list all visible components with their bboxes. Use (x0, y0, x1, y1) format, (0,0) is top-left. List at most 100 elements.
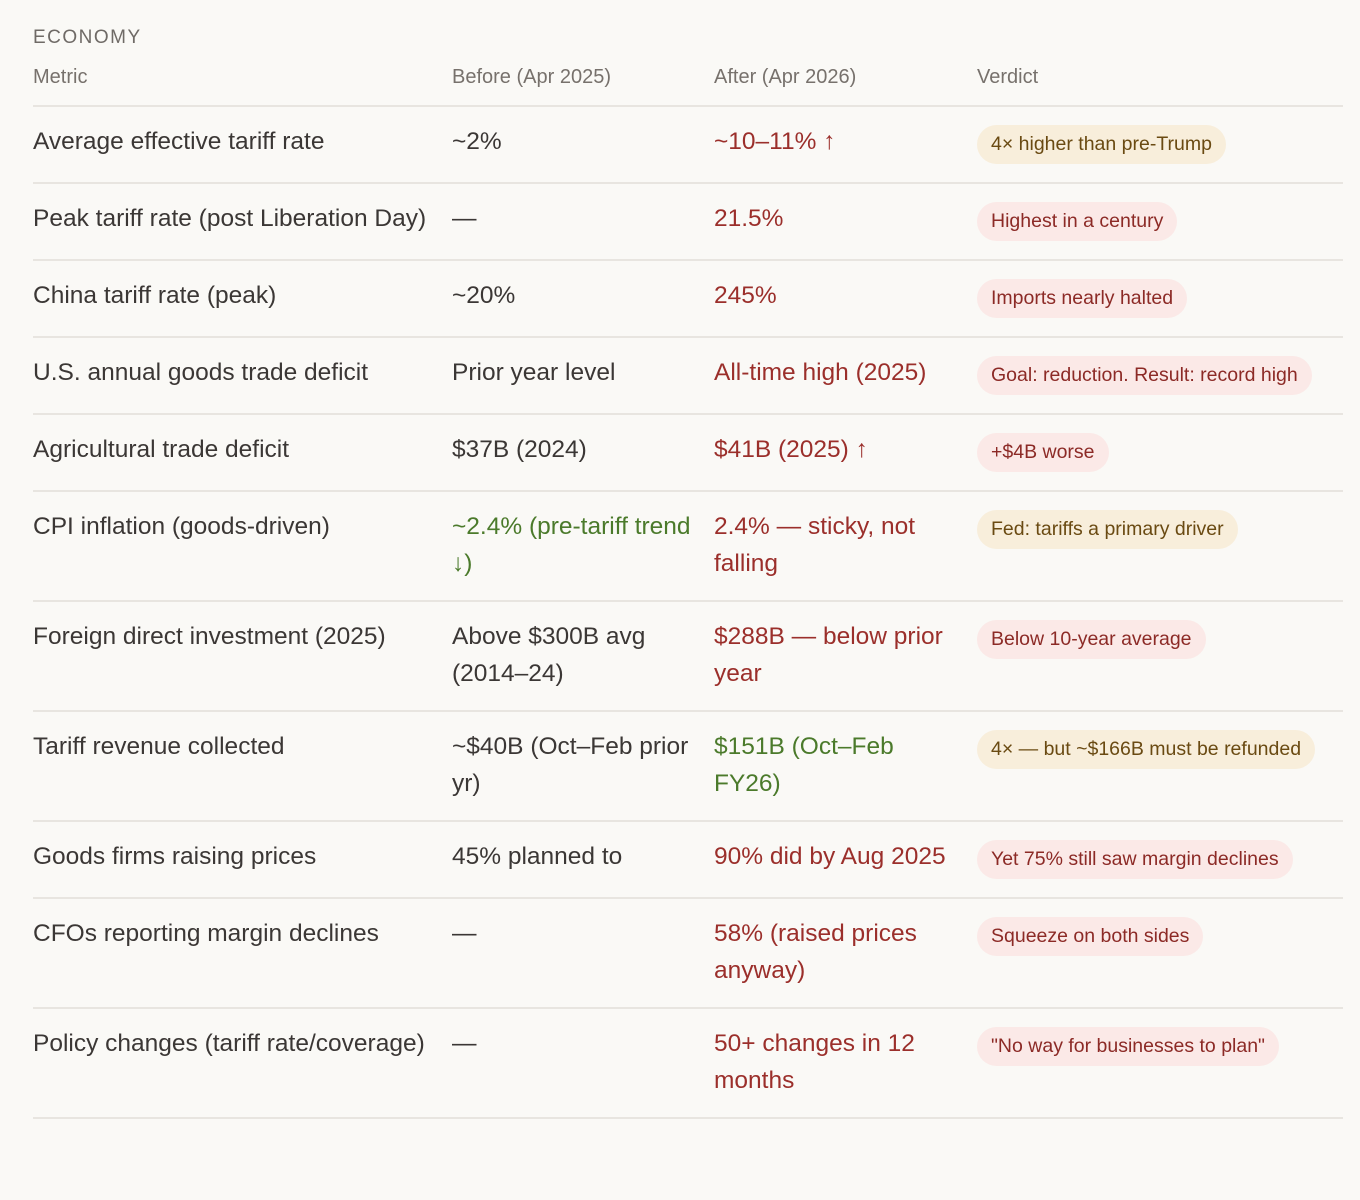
after-value: 50+ changes in 12 months (714, 1030, 915, 1094)
metric: Average effective tariff rate (33, 128, 325, 155)
table-row: CFOs reporting margin declines — 58% (rais… (33, 898, 1343, 1009)
metric-cell: Foreign direct investment (2025) (33, 601, 452, 712)
after-value: 90% did by Aug 2025 (714, 843, 946, 870)
column-header-after: After (Apr 2026) (714, 58, 977, 107)
after-value: All-time high (2025) (714, 359, 927, 386)
table-row: Average effective tariff rate ~2% ~10–11% … (33, 106, 1343, 184)
before-value-cell: ~2.4% (pre-tariff trend ↓) (452, 491, 714, 602)
table-header-row: Metric Before (Apr 2025) After (Apr 2026… (33, 58, 1343, 107)
metric: Peak tariff rate (post Liberation Day) (33, 205, 427, 232)
before-value-cell: — (452, 1008, 714, 1119)
before-value: Above $300B avg (2014–24) (452, 623, 646, 687)
before-value: 45% planned to (452, 843, 623, 870)
verdict-badge-cell: Squeeze on both sides (977, 898, 1343, 1009)
before-value-cell: $37B (2024) (452, 414, 714, 492)
verdict-badge: "No way for businesses to plan" (977, 1027, 1279, 1066)
verdict-badge: Highest in a century (977, 202, 1178, 241)
verdict-badge: 4× — but ~$166B must be refunded (977, 730, 1316, 769)
metric-cell: Agricultural trade deficit (33, 414, 452, 492)
before-value-cell: Above $300B avg (2014–24) (452, 601, 714, 712)
before-value: ~20% (452, 282, 516, 309)
before-value: — (452, 205, 477, 232)
table-row: Goods firms raising prices 45% planned to… (33, 821, 1343, 899)
metric-cell: Peak tariff rate (post Liberation Day) (33, 183, 452, 261)
metric-cell: China tariff rate (peak) (33, 260, 452, 338)
verdict-badge-cell: Goal: reduction. Result: record high (977, 337, 1343, 415)
before-value: — (452, 920, 477, 947)
verdict-badge: Yet 75% still saw margin declines (977, 840, 1293, 879)
metric-cell: Tariff revenue collected (33, 711, 452, 822)
before-value: Prior year level (452, 359, 616, 386)
after-value-cell: 245% (714, 260, 977, 338)
column-header-metric: Metric (33, 58, 452, 107)
after-value: $41B (2025) ↑ (714, 436, 868, 463)
metric: Goods firms raising prices (33, 843, 317, 870)
before-value-cell: ~$40B (Oct–Feb prior yr) (452, 711, 714, 822)
after-value-cell: 58% (raised prices anyway) (714, 898, 977, 1009)
verdict-badge-cell: +$4B worse (977, 414, 1343, 492)
before-value-cell: Prior year level (452, 337, 714, 415)
table-row: CPI inflation (goods-driven) ~2.4% (pre-t… (33, 491, 1343, 602)
verdict-badge: Imports nearly halted (977, 279, 1188, 318)
before-value: — (452, 1030, 477, 1057)
table-row: Peak tariff rate (post Liberation Day) — 2… (33, 183, 1343, 261)
metric-cell: Average effective tariff rate (33, 106, 452, 184)
verdict-badge: Squeeze on both sides (977, 917, 1204, 956)
metric: CFOs reporting margin declines (33, 920, 379, 947)
table-row: Policy changes (tariff rate/coverage) — 50… (33, 1008, 1343, 1119)
metric: Foreign direct investment (2025) (33, 623, 386, 650)
metric: Agricultural trade deficit (33, 436, 290, 463)
verdict-badge: 4× higher than pre-Trump (977, 125, 1226, 164)
metric: Tariff revenue collected (33, 733, 285, 760)
table-row: Agricultural trade deficit $37B (2024) $41… (33, 414, 1343, 492)
before-value-cell: ~20% (452, 260, 714, 338)
verdict-badge: Goal: reduction. Result: record high (977, 356, 1312, 395)
after-value: ~10–11% ↑ (714, 128, 836, 155)
table-row: Tariff revenue collected ~$40B (Oct–Feb p… (33, 711, 1343, 822)
table-row: U.S. annual goods trade deficit Prior yea… (33, 337, 1343, 415)
after-value: $151B (Oct–Feb FY26) (714, 733, 894, 797)
metric: U.S. annual goods trade deficit (33, 359, 369, 386)
verdict-badge-cell: 4× — but ~$166B must be refunded (977, 711, 1343, 822)
metric-cell: Policy changes (tariff rate/coverage) (33, 1008, 452, 1119)
before-value-cell: 45% planned to (452, 821, 714, 899)
economy-table: Metric Before (Apr 2025) After (Apr 2026… (33, 58, 1343, 1119)
verdict-badge: Fed: tariffs a primary driver (977, 510, 1238, 549)
metric-cell: CPI inflation (goods-driven) (33, 491, 452, 602)
verdict-badge-cell: Highest in a century (977, 183, 1343, 261)
metric-cell: CFOs reporting margin declines (33, 898, 452, 1009)
verdict-badge: Below 10-year average (977, 620, 1206, 659)
after-value-cell: $151B (Oct–Feb FY26) (714, 711, 977, 822)
after-value-cell: All-time high (2025) (714, 337, 977, 415)
after-value: 21.5% (714, 205, 784, 232)
metric: China tariff rate (peak) (33, 282, 277, 309)
after-value-cell: 21.5% (714, 183, 977, 261)
after-value-cell: $288B — below prior year (714, 601, 977, 712)
after-value: $288B — below prior year (714, 623, 943, 687)
verdict-badge-cell: Imports nearly halted (977, 260, 1343, 338)
metric-cell: Goods firms raising prices (33, 821, 452, 899)
verdict-badge-cell: Fed: tariffs a primary driver (977, 491, 1343, 602)
table-row: China tariff rate (peak) ~20% 245% Imports … (33, 260, 1343, 338)
after-value-cell: 2.4% — sticky, not falling (714, 491, 977, 602)
after-value: 2.4% — sticky, not falling (714, 513, 916, 577)
after-value-cell: $41B (2025) ↑ (714, 414, 977, 492)
verdict-badge-cell: 4× higher than pre-Trump (977, 106, 1343, 184)
table-row: Foreign direct investment (2025) Above $3… (33, 601, 1343, 712)
verdict-badge: +$4B worse (977, 433, 1109, 472)
before-value-cell: — (452, 183, 714, 261)
before-value: ~$40B (Oct–Feb prior yr) (452, 733, 689, 797)
verdict-badge-cell: "No way for businesses to plan" (977, 1008, 1343, 1119)
column-header-before: Before (Apr 2025) (452, 58, 714, 107)
before-value: ~2% (452, 128, 502, 155)
before-value: $37B (2024) (452, 436, 587, 463)
metric: CPI inflation (goods-driven) (33, 513, 330, 540)
before-value-cell: ~2% (452, 106, 714, 184)
after-value-cell: 90% did by Aug 2025 (714, 821, 977, 899)
after-value: 245% (714, 282, 777, 309)
verdict-badge-cell: Yet 75% still saw margin declines (977, 821, 1343, 899)
metric-cell: U.S. annual goods trade deficit (33, 337, 452, 415)
section-title: ECONOMY (33, 27, 142, 48)
after-value-cell: ~10–11% ↑ (714, 106, 977, 184)
verdict-badge-cell: Below 10-year average (977, 601, 1343, 712)
